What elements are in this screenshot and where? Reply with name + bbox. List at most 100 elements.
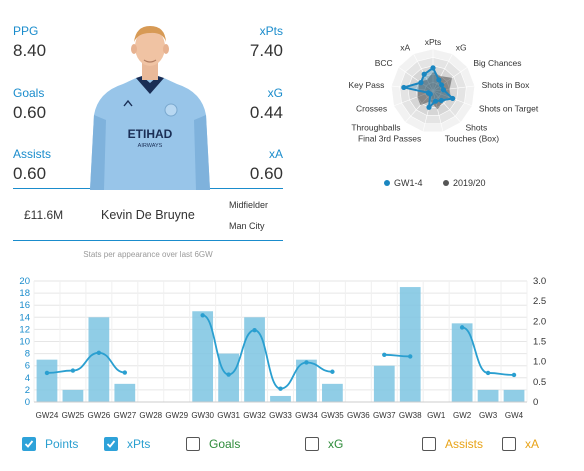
radar-point [401, 84, 407, 91]
radar-axis-label: xA [400, 43, 410, 53]
xpts-point [44, 370, 50, 376]
player-club: Man City [229, 221, 265, 231]
radar-axis-label: xG [456, 43, 467, 53]
y2-tick-label: 2.0 [533, 316, 546, 327]
radar-legend-gw: GW1-4 [384, 178, 423, 188]
radar-point [450, 95, 456, 102]
shirt-sponsor-sub: AIRWAYS [138, 143, 163, 149]
toggle-xpts[interactable]: xPts [104, 437, 150, 451]
xpts-label: xPts [259, 24, 283, 38]
y2-tick-label: 3.0 [533, 276, 546, 287]
x-tick-label: GW28 [139, 411, 162, 420]
x-tick-label: GW1 [427, 411, 446, 420]
points-bar [62, 389, 84, 402]
toggle-xpts-label[interactable]: xPts [127, 437, 151, 451]
toggle-assists-label[interactable]: Assists [445, 437, 484, 451]
y-tick-label: 20 [19, 276, 30, 287]
points-bar [218, 353, 239, 402]
radar-chart: xPts xG Big Chances Shots in Box Shots on Ta… [348, 37, 538, 144]
radar-legend-season: 2019/20 [443, 178, 486, 188]
checkbox-icon[interactable] [104, 437, 118, 451]
radar-point [436, 77, 442, 83]
x-tick-label: GW31 [217, 411, 240, 420]
legend-dot-icon [443, 180, 449, 186]
x-tick-label: GW27 [113, 411, 136, 420]
radar-axis-label: xPts [425, 37, 442, 47]
assists-value: 0.60 [13, 164, 47, 183]
x-tick-label: GW25 [62, 411, 85, 420]
toggle-xg[interactable]: xG [305, 437, 343, 451]
x-tick-label: GW4 [505, 411, 524, 420]
points-bar [88, 317, 110, 402]
xpts-point [459, 325, 465, 330]
xpts-point [304, 360, 309, 365]
toggle-xg-label[interactable]: xG [328, 437, 344, 451]
xpts-point [226, 372, 231, 377]
xpts-point [485, 370, 491, 376]
y-tick-label: 10 [19, 337, 30, 348]
checkbox-icon[interactable] [502, 437, 516, 451]
xpts-point [200, 313, 205, 318]
xpts-point [382, 352, 387, 358]
xpts-point [96, 350, 102, 355]
gameweek-chart: 0246810121416182000.51.01.52.02.53.0GW24… [19, 276, 546, 420]
points-bar [322, 383, 343, 402]
x-tick-label: GW37 [373, 411, 396, 420]
y-tick-label: 4 [25, 373, 30, 384]
radar-point [425, 90, 431, 96]
points-bar [36, 359, 58, 402]
toggle-points-label[interactable]: Points [45, 437, 79, 451]
xpts-value: 7.40 [249, 41, 283, 60]
x-tick-label: GW38 [399, 411, 422, 420]
player-price: £11.6M [24, 208, 64, 222]
ppg-label: PPG [13, 24, 39, 38]
toggle-xa[interactable]: xA [502, 437, 539, 451]
goals-label: Goals [13, 86, 45, 100]
points-bar [373, 365, 395, 402]
xa-label: xA [268, 147, 283, 161]
y-tick-label: 12 [19, 324, 30, 335]
points-bar [503, 389, 525, 402]
points-bar [296, 359, 317, 402]
stats-note: Stats per appearance over last 6GW [83, 250, 213, 259]
xpts-point [408, 354, 413, 359]
player-name: Kevin De Bruyne [101, 208, 195, 222]
toggle-xa-label[interactable]: xA [525, 437, 540, 451]
radar-point [440, 87, 447, 93]
y2-tick-label: 0 [533, 397, 538, 408]
xg-label: xG [267, 86, 283, 100]
checkbox-icon[interactable] [186, 437, 200, 451]
radar-point [418, 80, 424, 86]
toggle-assists[interactable]: Assists [422, 437, 483, 451]
radar-axis-label: Crosses [356, 103, 387, 113]
legend-dot-icon [384, 180, 390, 186]
radar-axis-label: Throughballs [351, 123, 400, 133]
y-tick-label: 6 [25, 361, 30, 372]
checkbox-icon[interactable] [22, 437, 36, 451]
x-tick-label: GW29 [165, 411, 188, 420]
radar-point [438, 97, 444, 104]
radar-point [430, 65, 436, 71]
radar-axis-label: Final 3rd Passes [358, 134, 421, 144]
toggle-goals-label[interactable]: Goals [209, 437, 241, 451]
toggle-goals[interactable]: Goals [186, 437, 240, 451]
checkbox-icon[interactable] [422, 437, 436, 451]
radar-legend-gw-label: GW1-4 [394, 178, 423, 188]
xpts-line [384, 353, 411, 358]
checkbox-icon[interactable] [305, 437, 319, 451]
toggle-points[interactable]: Points [22, 437, 78, 451]
radar-point [426, 104, 432, 110]
y2-tick-label: 2.5 [533, 296, 546, 307]
ppg-value: 8.40 [13, 41, 47, 60]
points-bar [399, 287, 421, 402]
points-bar [114, 383, 136, 402]
x-tick-label: GW32 [243, 411, 266, 420]
points-bar [270, 395, 291, 402]
xpts-point [122, 370, 128, 375]
y2-tick-label: 1.5 [533, 337, 546, 348]
radar-axis-label: Key Pass [348, 80, 384, 90]
x-tick-label: GW24 [36, 411, 59, 420]
xpts-point [330, 369, 335, 374]
radar-axis-label: Shots in Box [482, 80, 530, 90]
